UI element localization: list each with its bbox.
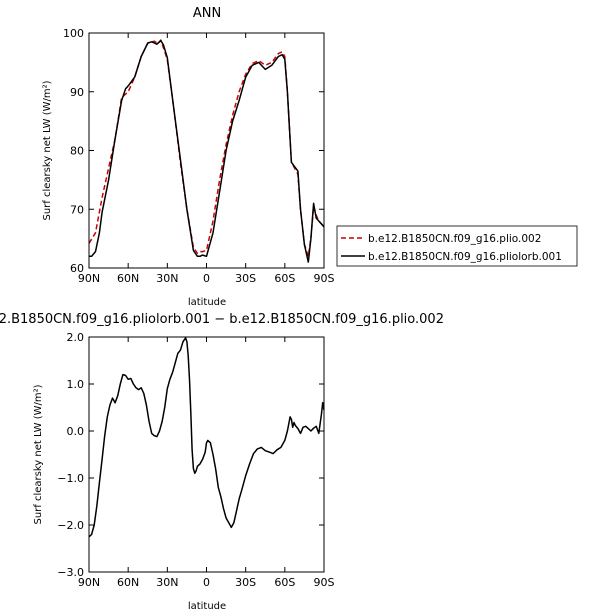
top-x-axis-label: latitude: [188, 297, 226, 308]
bottom-plot-frame: [88, 336, 325, 573]
bottom-series-line-0: [88, 337, 325, 538]
bottom-y-tick-label: 0.0: [67, 425, 85, 438]
bottom-title: b.e12.B1850CN.f09_g16.pliolorb.001 − b.e…: [0, 312, 444, 327]
top-ticks: 90N 60N 30N 0 30S 60S 90S 60 70 80 90 100: [63, 27, 335, 285]
top-title: ANN: [193, 6, 221, 21]
legend-box: [336, 225, 578, 267]
top-series-line-0: [88, 39, 325, 258]
bottom-x-tick-label: 60N: [117, 576, 139, 589]
bottom-y-tick-label: −1.0: [57, 472, 84, 485]
bottom-y-tick-label: 1.0: [67, 378, 85, 391]
bottom-x-tick-label: 30S: [235, 576, 256, 589]
bottom-series-lines: [88, 337, 325, 538]
legend-label-plio: b.e12.B1850CN.f09_g16.plio.002: [368, 233, 541, 245]
legend: b.e12.B1850CN.f09_g16.plio.002 b.e12.B18…: [336, 225, 578, 267]
bottom-y-tick-label: −2.0: [57, 519, 84, 532]
top-y-axis-label: Surf clearsky net LW (W/m²): [42, 80, 53, 220]
top-x-tick-label: 30S: [235, 272, 256, 285]
top-x-tick-label: 60S: [274, 272, 295, 285]
top-y-tick-label: 70: [70, 203, 84, 216]
top-series-line-1: [89, 39, 325, 263]
top-x-tick-label: 30N: [156, 272, 178, 285]
legend-label-pliolorb: b.e12.B1850CN.f09_g16.pliolorb.001: [368, 251, 562, 263]
bottom-ticks: 90N 60N 30N 0 30S 60S 90S −3.0 −2.0 −1.0 0.0 1.0 2.0: [57, 331, 334, 589]
top-y-tick-label: 100: [63, 27, 84, 40]
bottom-y-axis-label: Surf clearsky net LW (W/m²): [33, 384, 44, 524]
bottom-y-tick-label: −3.0: [57, 566, 84, 579]
bottom-x-tick-label: 30N: [156, 576, 178, 589]
top-x-tick-label: 0: [203, 272, 210, 285]
top-x-tick-label: 60N: [117, 272, 139, 285]
top-y-tick-label: 90: [70, 86, 84, 99]
top-y-tick-label: 60: [70, 262, 84, 275]
bottom-x-tick-label: 60S: [274, 576, 295, 589]
top-y-tick-label: 80: [70, 145, 84, 158]
bottom-x-tick-label: 90S: [314, 576, 335, 589]
bottom-x-axis-label: latitude: [188, 601, 226, 612]
top-plot-frame: [88, 32, 325, 269]
bottom-panel: b.e12.B1850CN.f09_g16.pliolorb.001 − b.e…: [0, 312, 444, 612]
bottom-x-tick-label: 90N: [78, 576, 100, 589]
top-x-tick-label: 90N: [78, 272, 100, 285]
top-series-lines: [88, 39, 325, 263]
top-panel: ANN 90N 60N 30N 0 30S 60S 90S 60 70 80 90 100 latit…: [42, 6, 335, 308]
bottom-y-tick-label: 2.0: [67, 331, 85, 344]
top-x-tick-label: 90S: [314, 272, 335, 285]
bottom-x-tick-label: 0: [203, 576, 210, 589]
